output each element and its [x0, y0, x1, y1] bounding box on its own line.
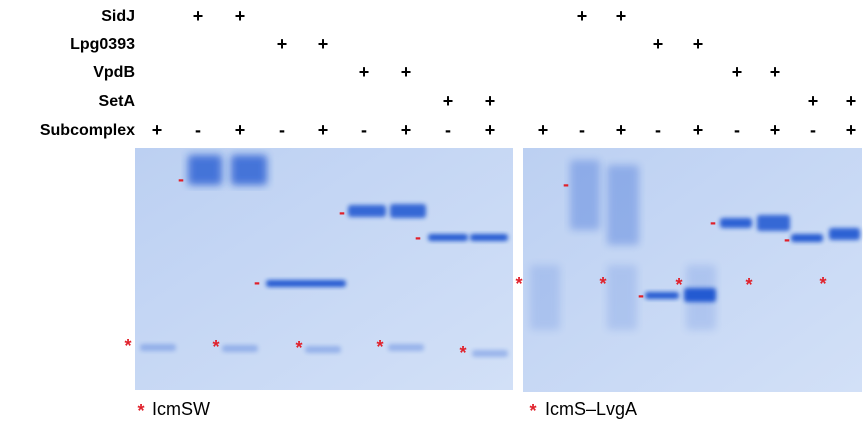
lane-sign: -	[361, 120, 367, 140]
lane-sign: +	[235, 6, 246, 26]
gel-band	[348, 205, 386, 217]
gel-band	[305, 346, 341, 353]
gel-band	[757, 215, 790, 231]
gel-band	[266, 280, 346, 287]
star-marker: *	[459, 343, 466, 363]
gel-band	[829, 228, 860, 240]
star-marker: *	[745, 275, 752, 295]
legend-text: IcmSW	[152, 399, 210, 419]
gel-band	[684, 288, 716, 302]
band-marker: -	[415, 227, 421, 247]
lane-sign: +	[485, 120, 496, 140]
lane-sign: +	[616, 120, 627, 140]
gel-band	[645, 292, 679, 299]
gel-band	[390, 204, 426, 218]
gel-band	[607, 165, 639, 245]
band-marker: -	[638, 285, 644, 305]
lane-sign: +	[808, 91, 819, 111]
lane-sign: -	[445, 120, 451, 140]
lane-sign: +	[277, 34, 288, 54]
band-marker: -	[178, 169, 184, 189]
row-label: Lpg0393	[70, 36, 135, 53]
gel-band	[530, 265, 560, 330]
gel-band	[140, 344, 176, 351]
row-label: VpdB	[93, 64, 135, 81]
gel-band	[188, 155, 222, 185]
lane-sign: +	[193, 6, 204, 26]
bands	[140, 155, 860, 357]
lane-sign: +	[616, 6, 627, 26]
row-label: Subcomplex	[40, 122, 135, 139]
lane-sign: -	[195, 120, 201, 140]
lane-sign: +	[152, 120, 163, 140]
lane-sign: +	[770, 120, 781, 140]
band-marker: -	[784, 229, 790, 249]
star-marker: *	[212, 337, 219, 357]
lane-sign: -	[810, 120, 816, 140]
lane-sign: +	[577, 6, 588, 26]
gel-band	[472, 350, 508, 357]
gel-band	[791, 234, 823, 242]
star-marker: *	[515, 274, 522, 294]
band-marker: -	[254, 272, 260, 292]
gel-band	[470, 234, 508, 241]
lane-sign: +	[846, 91, 857, 111]
lane-sign: +	[318, 34, 329, 54]
lane-sign: -	[579, 120, 585, 140]
lane-sign: +	[443, 91, 454, 111]
lane-sign: +	[485, 91, 496, 111]
lane-sign: -	[279, 120, 285, 140]
star-marker: *	[124, 336, 131, 356]
gel-band	[388, 344, 424, 351]
gel-band	[720, 218, 752, 228]
gel-band	[222, 345, 258, 352]
lane-sign: +	[732, 62, 743, 82]
gel-band	[570, 160, 600, 230]
lane-sign: +	[318, 120, 329, 140]
lane-sign: +	[235, 120, 246, 140]
lane-sign: +	[693, 34, 704, 54]
row-label: SetA	[99, 93, 136, 110]
star-marker: *	[376, 337, 383, 357]
star-marker: *	[599, 274, 606, 294]
band-marker: -	[339, 202, 345, 222]
row-label: SidJ	[101, 8, 135, 25]
band-marker: -	[710, 212, 716, 232]
legend-mark: *	[529, 401, 536, 421]
lane-sign: -	[655, 120, 661, 140]
legend-mark: *	[137, 401, 144, 421]
lane-sign: +	[359, 62, 370, 82]
legend-text: IcmS–LvgA	[545, 399, 637, 419]
star-marker: *	[675, 275, 682, 295]
gel-band	[231, 155, 267, 185]
lane-sign: +	[538, 120, 549, 140]
band-marker: -	[563, 174, 569, 194]
star-marker: *	[295, 338, 302, 358]
lane-sign: +	[401, 120, 412, 140]
gel-band	[428, 234, 468, 241]
lane-sign: +	[653, 34, 664, 54]
lane-sign: +	[846, 120, 857, 140]
gel-band	[607, 265, 637, 330]
lane-sign: -	[734, 120, 740, 140]
lane-sign: +	[770, 62, 781, 82]
lane-sign: +	[401, 62, 412, 82]
star-marker: *	[819, 274, 826, 294]
lane-sign: +	[693, 120, 704, 140]
